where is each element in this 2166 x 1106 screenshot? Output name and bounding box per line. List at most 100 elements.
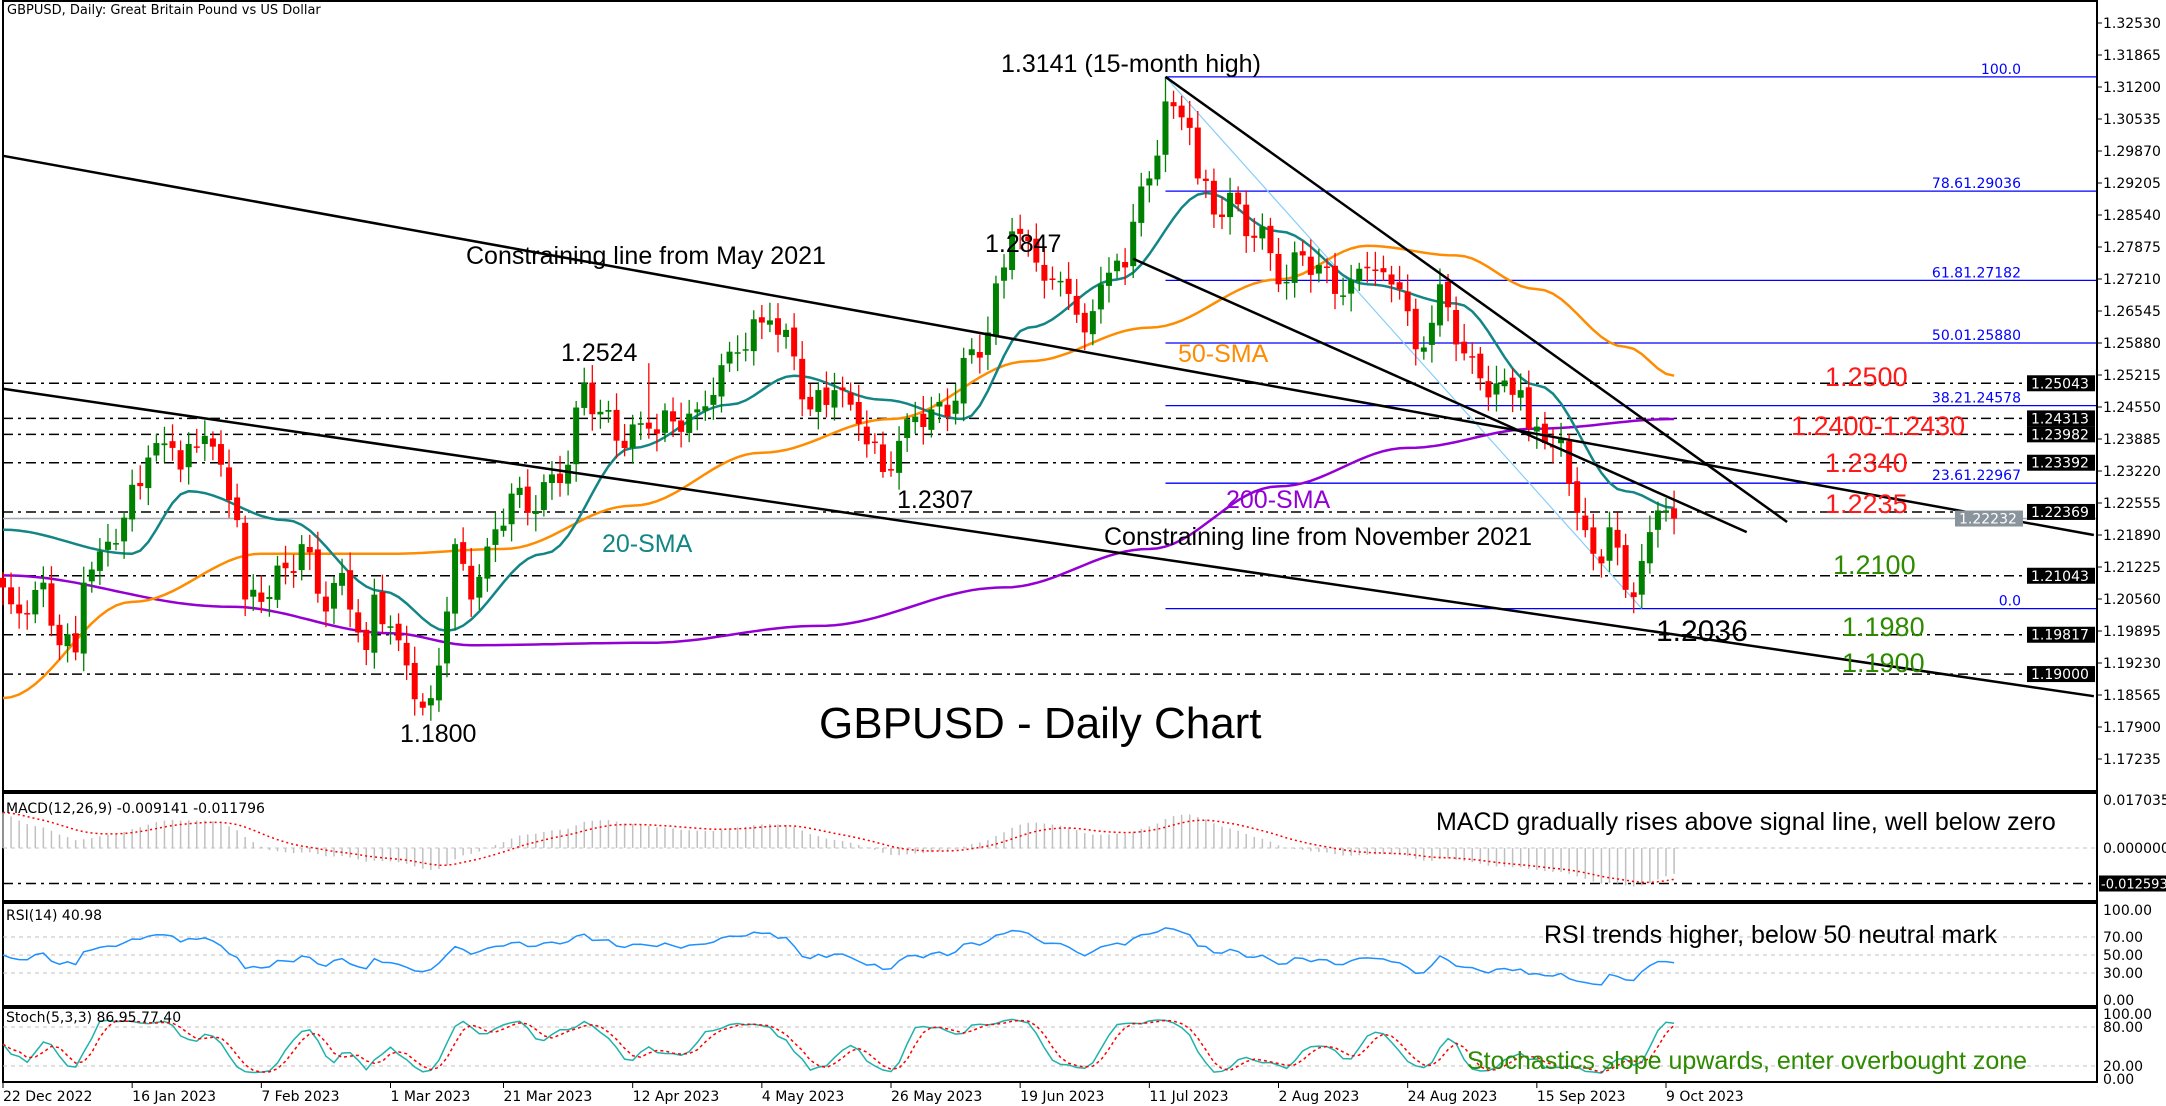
rsi-axis-label: 100.00 bbox=[2103, 903, 2152, 919]
fib-level-label: 38.21.24578 bbox=[1932, 391, 2021, 407]
date-axis-label: 9 Oct 2023 bbox=[1666, 1089, 1744, 1105]
candle-bearish bbox=[1170, 102, 1177, 107]
candle-bullish bbox=[153, 443, 160, 456]
candle-bullish bbox=[371, 594, 378, 653]
price-axis-label: 1.28540 bbox=[2103, 208, 2161, 224]
candle-bearish bbox=[1388, 274, 1395, 285]
candle-bullish bbox=[444, 611, 451, 664]
fib-level-label: 23.61.22967 bbox=[1932, 468, 2021, 484]
candle-bullish bbox=[1428, 322, 1435, 345]
candle-bearish bbox=[847, 392, 854, 405]
price-axis-label: 1.21890 bbox=[2103, 528, 2161, 544]
candle-bearish bbox=[0, 577, 6, 588]
july-high-line bbox=[1164, 75, 1788, 524]
stoch-comment: Stochastics slope upwards, enter overbou… bbox=[1467, 1047, 2028, 1075]
candle-bearish bbox=[1323, 266, 1330, 269]
candle-bullish bbox=[1291, 252, 1298, 283]
trendlines-layer bbox=[2, 75, 2095, 698]
candle-bearish bbox=[56, 624, 63, 646]
candle-bearish bbox=[621, 440, 628, 448]
rsi-axis-label: 70.00 bbox=[2103, 930, 2143, 946]
candle-bullish bbox=[581, 382, 588, 408]
candle-bearish bbox=[1364, 266, 1371, 269]
date-axis-label: 24 Aug 2023 bbox=[1408, 1089, 1498, 1105]
candle-bearish bbox=[395, 623, 402, 641]
price-label-text: 1.22369 bbox=[2031, 505, 2089, 521]
candle-bullish bbox=[1057, 280, 1064, 283]
price-axis-label: 1.25215 bbox=[2103, 368, 2161, 384]
candle-bearish bbox=[460, 542, 467, 564]
candle-bullish bbox=[1089, 311, 1096, 335]
candle-bearish bbox=[1210, 180, 1217, 215]
rsi-axis-label: 30.00 bbox=[2103, 966, 2143, 982]
price-label-box bbox=[2027, 666, 2095, 683]
rsi-line bbox=[2, 927, 1675, 986]
candle-bullish bbox=[904, 419, 911, 438]
nov-2021-line bbox=[2, 387, 2095, 698]
may-2021-line bbox=[2, 154, 2095, 537]
candle-bearish bbox=[1412, 308, 1419, 350]
candle-bearish bbox=[314, 549, 321, 594]
candle-bullish bbox=[686, 413, 693, 433]
candle-bearish bbox=[258, 592, 265, 602]
candle-bearish bbox=[177, 450, 184, 470]
candle-bearish bbox=[1081, 312, 1088, 333]
annotation-20-sma: 20-SMA bbox=[602, 530, 693, 558]
price-axis-label: 1.26545 bbox=[2103, 304, 2161, 320]
candle-bearish bbox=[419, 701, 426, 708]
candle-bearish bbox=[1525, 387, 1532, 429]
resistance-label-1-2340: 1.2340 bbox=[1825, 448, 1908, 478]
candle-bullish bbox=[710, 394, 717, 405]
candle-bearish bbox=[1671, 508, 1678, 519]
annotation-1-1800: 1.1800 bbox=[400, 720, 477, 748]
candle-bullish bbox=[40, 582, 47, 590]
candle-bullish bbox=[185, 443, 192, 468]
candles-layer bbox=[0, 76, 1678, 721]
candle-bearish bbox=[1598, 556, 1605, 564]
candle-bullish bbox=[573, 407, 580, 465]
candle-bullish bbox=[1606, 527, 1613, 561]
candle-bullish bbox=[968, 349, 975, 356]
candle-bearish bbox=[678, 420, 685, 432]
fib-diagonal-line bbox=[1165, 76, 1643, 610]
candle-bearish bbox=[137, 482, 144, 487]
price-label-box bbox=[2027, 567, 2095, 584]
resistance-label-1-2400-1-2430: 1.2400-1.2430 bbox=[1791, 411, 1966, 441]
price-label-text: 1.24313 bbox=[2031, 411, 2089, 427]
candle-bullish bbox=[121, 517, 128, 542]
macd-level-text: -0.012593 bbox=[2101, 877, 2166, 892]
candle-bearish bbox=[1194, 127, 1201, 179]
candle-bullish bbox=[605, 409, 612, 412]
candle-bearish bbox=[589, 382, 596, 415]
price-axis-label: 1.21225 bbox=[2103, 560, 2161, 576]
candle-bearish bbox=[290, 571, 297, 573]
candle-bullish bbox=[1138, 186, 1145, 223]
candle-bearish bbox=[1218, 214, 1225, 217]
candle-bullish bbox=[1259, 226, 1266, 239]
candle-bullish bbox=[783, 329, 790, 338]
candle-bullish bbox=[726, 351, 733, 364]
annotation-1-2524: 1.2524 bbox=[561, 339, 638, 367]
candle-bullish bbox=[1420, 347, 1427, 352]
date-axis-label: 11 Jul 2023 bbox=[1149, 1089, 1228, 1105]
candle-bearish bbox=[670, 411, 677, 422]
candle-bearish bbox=[1485, 381, 1492, 398]
date-axis-label: 19 Jun 2023 bbox=[1020, 1089, 1104, 1105]
candle-bullish bbox=[1646, 532, 1653, 564]
candle-bullish bbox=[1283, 281, 1290, 284]
moving-averages-layer bbox=[2, 191, 1675, 700]
candle-bearish bbox=[355, 612, 362, 633]
sma-50-line bbox=[2, 244, 1675, 700]
candle-bearish bbox=[1574, 481, 1581, 513]
candle-bullish bbox=[928, 409, 935, 430]
candle-bullish bbox=[1501, 380, 1508, 387]
candle-bearish bbox=[1251, 235, 1258, 238]
candle-bearish bbox=[1307, 256, 1314, 275]
candle-bearish bbox=[1445, 281, 1452, 308]
price-axis-label: 1.31200 bbox=[2103, 80, 2161, 96]
candle-bullish bbox=[1348, 279, 1355, 294]
candle-bearish bbox=[1299, 251, 1306, 256]
panel-frame bbox=[2, 0, 2098, 792]
candle-bearish bbox=[1380, 268, 1387, 273]
